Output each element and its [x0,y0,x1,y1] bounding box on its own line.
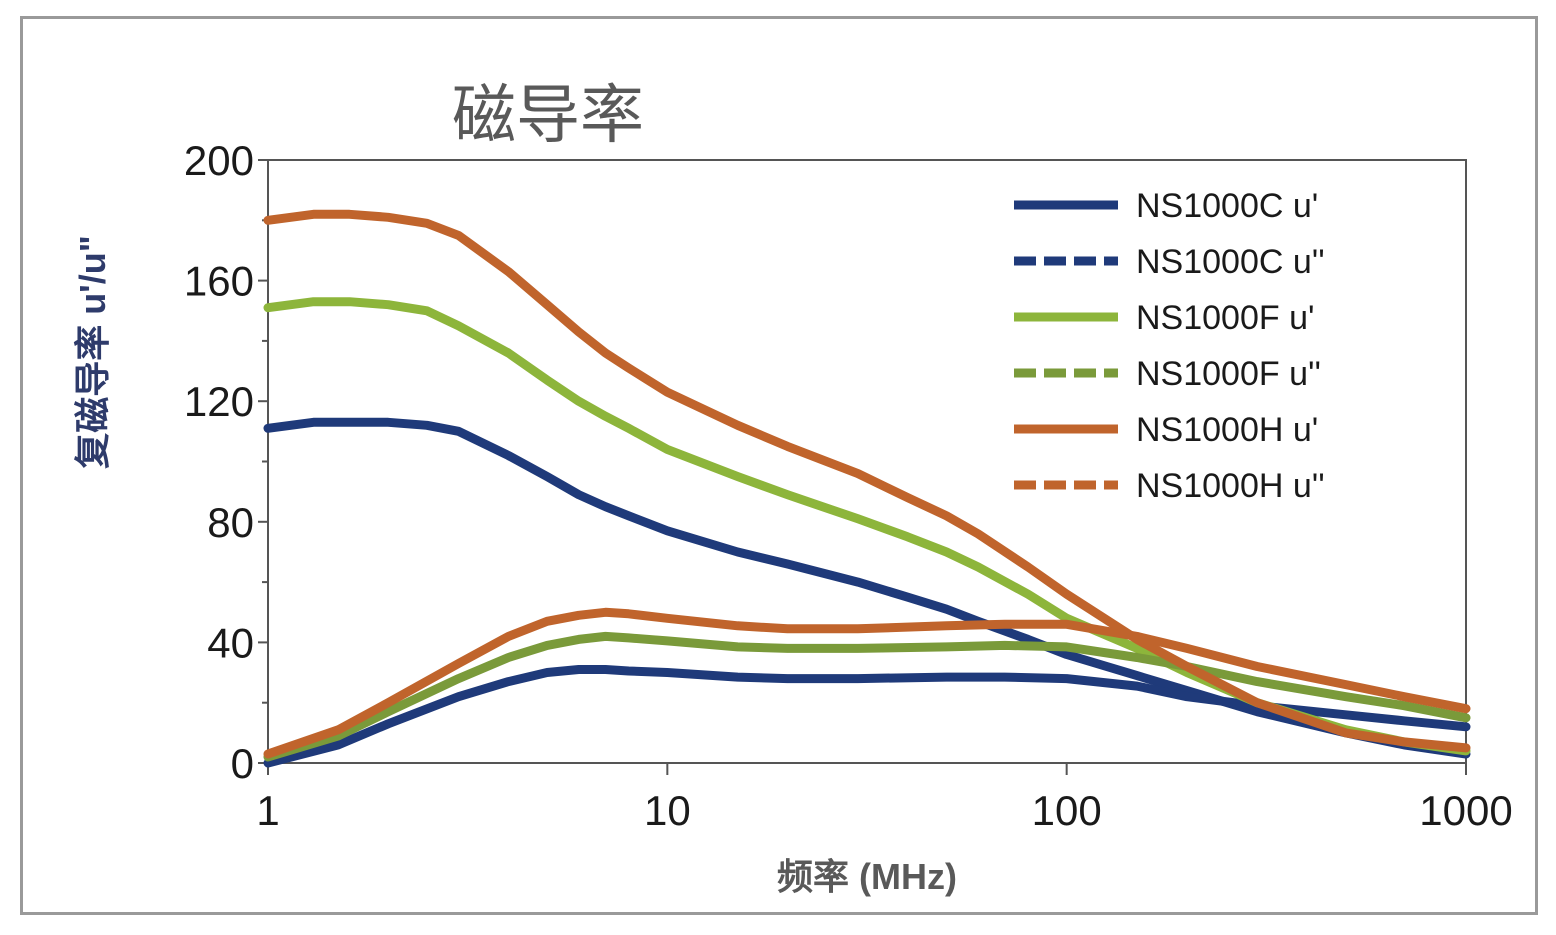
x-tick-label: 10 [644,787,691,834]
y-tick-label: 200 [184,137,254,184]
series-line-ns1000c-u- [263,417,1471,759]
y-axis-title: 复磁导率 u'/u" [72,235,113,469]
y-tick-label: 80 [207,499,254,546]
legend-label: NS1000H u'' [1136,467,1325,505]
legend-label: NS1000F u' [1136,299,1314,337]
legend-label: NS1000C u'' [1136,243,1325,281]
series-line-ns1000f-u- [263,631,1471,762]
series-line-ns1000h-u- [263,209,1471,753]
series-layer [263,209,1471,768]
legend-label: NS1000H u' [1136,411,1318,449]
legend-label: NS1000C u' [1136,187,1318,225]
y-tick-label: 160 [184,258,254,305]
x-axis: 1 10 100 1000 [256,763,1513,834]
series-line-ns1000c-u- [263,665,1471,768]
legend: NS1000C u' NS1000C u'' NS1000F u' NS1000F u… [1014,187,1325,505]
x-axis-title: 频率 (MHz) [777,856,957,897]
y-axis: 0 40 80 120 160 200 [184,137,268,787]
chart-title: 磁导率 [452,79,644,153]
series-line-ns1000h-u- [263,607,1471,759]
y-tick-label: 120 [184,378,254,425]
x-tick-label: 1 [256,787,279,834]
x-tick-label: 100 [1032,787,1102,834]
x-tick-label: 1000 [1419,787,1512,834]
legend-label: NS1000F u'' [1136,355,1321,393]
y-tick-label: 0 [231,740,254,787]
y-tick-label: 40 [207,619,254,666]
